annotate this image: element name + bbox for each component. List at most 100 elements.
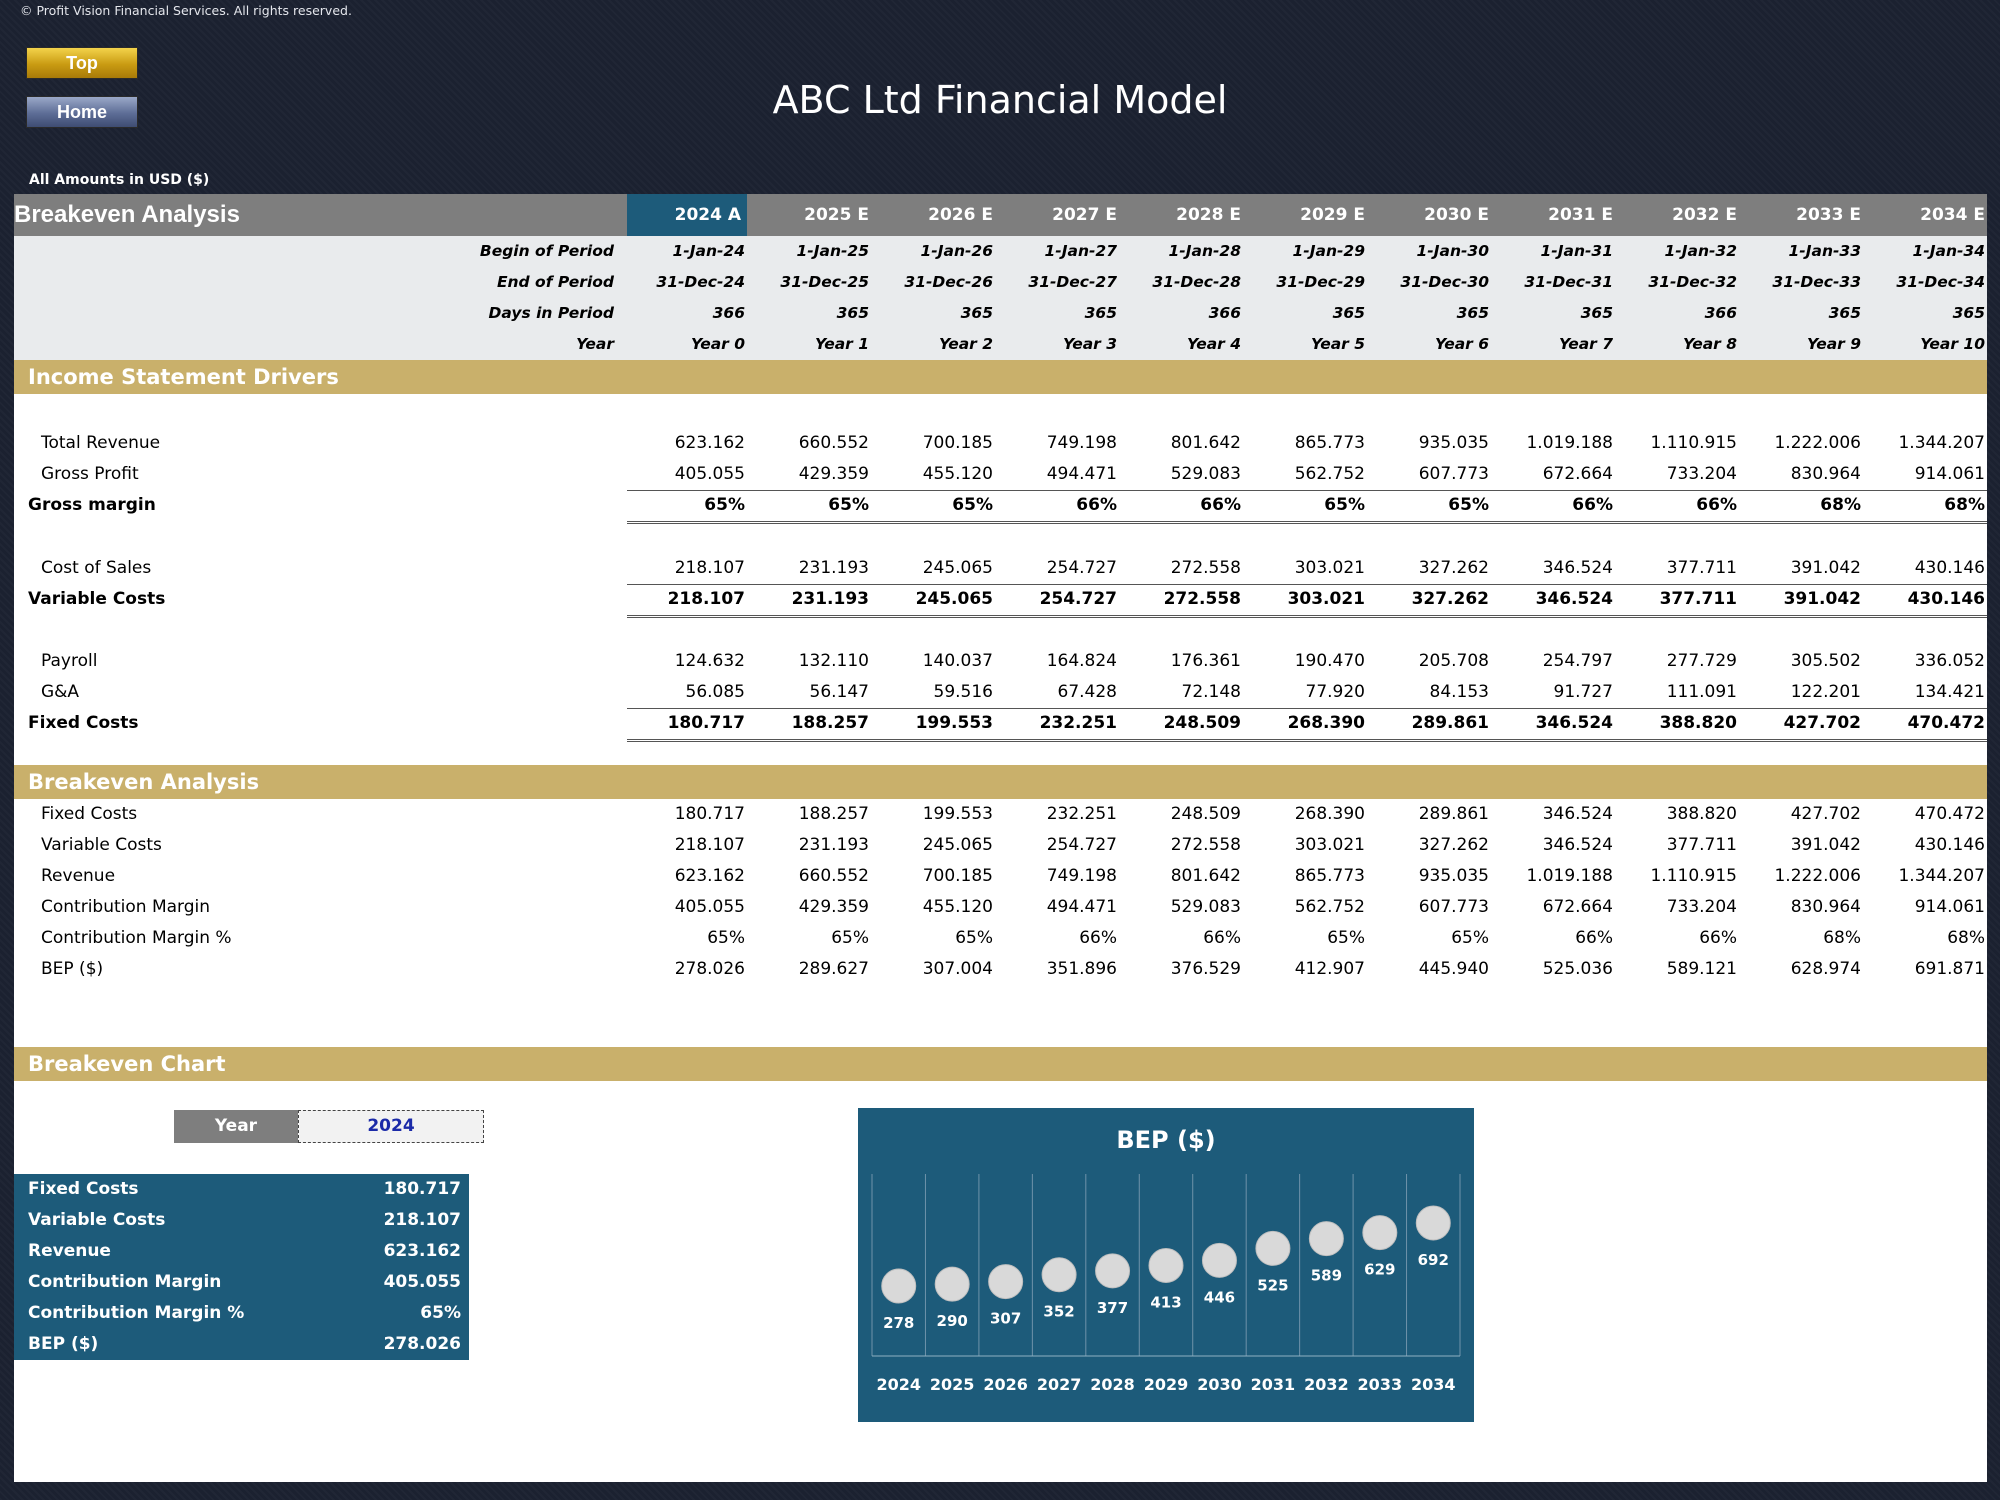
period-value: 1-Jan-26 [920,242,993,260]
income-row-value: 248.509 [1163,713,1241,733]
home-button[interactable]: Home [26,96,138,128]
income-row-value: 205.708 [1418,651,1489,671]
income-row-value: 180.717 [667,713,745,733]
income-row-value: 68% [1820,495,1861,515]
income-row-label: Gross margin [28,495,156,515]
breakeven-row-value: 68% [1823,928,1861,948]
period-value: 31-Dec-24 [656,273,745,291]
breakeven-row-value: 254.727 [1046,835,1117,855]
data-point [1095,1253,1131,1289]
data-point [881,1268,917,1304]
data-label: 377 [1097,1299,1128,1317]
income-row-value: 935.035 [1418,433,1489,453]
breakeven-row-value: 303.021 [1294,835,1365,855]
income-row-value: 346.524 [1535,589,1613,609]
breakeven-row-value: 188.257 [798,804,869,824]
period-value: 1-Jan-32 [1664,242,1737,260]
period-value: 1-Jan-33 [1788,242,1861,260]
breakeven-row-value: 865.773 [1294,866,1365,886]
income-row-value: 388.820 [1659,713,1737,733]
header-year-7: 2031 E [1548,205,1613,225]
summary-label: BEP ($) [28,1334,99,1354]
income-row-value: 914.061 [1914,464,1985,484]
income-row-value: 77.920 [1305,682,1365,702]
income-row-value: 65% [1448,495,1489,515]
period-value: Year 10 [1920,335,1985,353]
breakeven-row-value: 935.035 [1418,866,1489,886]
x-tick-label: 2024 [876,1375,921,1394]
breakeven-row-value: 1.344.207 [1898,866,1985,886]
summary-row: Contribution Margin % 65% [14,1298,469,1329]
period-value: 31-Dec-30 [1400,273,1489,291]
period-value: 31-Dec-34 [1896,273,1985,291]
summary-label: Contribution Margin % [28,1303,245,1323]
breakeven-row-value: 700.185 [922,866,993,886]
breakeven-row-value: 65% [1327,928,1365,948]
breakeven-row-value: 801.642 [1170,866,1241,886]
period-value: 365 [1828,304,1861,322]
period-value: 1-Jan-34 [1912,242,1985,260]
income-row-label: G&A [41,682,80,702]
period-value: 366 [1704,304,1737,322]
income-row-value: 190.470 [1294,651,1365,671]
x-tick-label: 2033 [1358,1375,1403,1394]
income-row-value: 132.110 [798,651,869,671]
period-block: Begin of Period 1-Jan-24 1-Jan-25 1-Jan-26 1… [14,236,1987,360]
period-label: Days in Period [488,304,614,322]
data-label: 525 [1257,1276,1288,1294]
section-title: Income Statement Drivers [28,365,339,389]
x-tick-label: 2030 [1197,1375,1242,1394]
data-point [1362,1215,1398,1251]
period-value: 365 [1580,304,1613,322]
x-tick-label: 2028 [1090,1375,1135,1394]
bep-chart: BEP ($) 278 2024 290 2025 307 2026 352 2027 377 2… [858,1108,1474,1422]
row-rule [627,739,1987,742]
income-row-value: 134.421 [1914,682,1985,702]
data-point [1201,1242,1237,1278]
breakeven-row-value: 376.529 [1170,959,1241,979]
header-year-5: 2029 E [1300,205,1365,225]
bep-chart-plot: 278 2024 290 2025 307 2026 352 2027 377 2028 413 20… [871,1174,1461,1394]
year-selector-input[interactable]: 2024 [298,1110,484,1143]
income-row-value: 391.042 [1783,589,1861,609]
breakeven-row-value: 66% [1699,928,1737,948]
breakeven-row-value: 272.558 [1170,835,1241,855]
header-year-8: 2032 E [1672,205,1737,225]
breakeven-row-value: 248.509 [1170,804,1241,824]
breakeven-row-label: Contribution Margin [41,897,211,917]
income-row-value: 56.147 [809,682,869,702]
header-title: Breakeven Analysis [14,201,240,228]
income-row-value: 405.055 [674,464,745,484]
income-row-value: 245.065 [915,589,993,609]
income-row-value: 164.824 [1046,651,1117,671]
breakeven-row: Revenue 623.162 660.552 700.185 749.198 801.6… [14,861,1987,892]
summary-value: 278.026 [383,1334,461,1354]
period-value: Year 6 [1434,335,1489,353]
data-label: 692 [1418,1251,1449,1269]
breakeven-row-value: 470.472 [1914,804,1985,824]
x-tick-label: 2027 [1037,1375,1082,1394]
income-row-value: 254.797 [1542,651,1613,671]
income-row-value: 470.472 [1907,713,1985,733]
top-button[interactable]: Top [26,47,138,79]
income-row-value: 231.193 [798,558,869,578]
income-row-value: 672.664 [1542,464,1613,484]
breakeven-row-value: 455.120 [922,897,993,917]
period-value: 1-Jan-27 [1044,242,1117,260]
breakeven-row-value: 199.553 [922,804,993,824]
breakeven-row-value: 278.026 [674,959,745,979]
period-value: 31-Dec-32 [1648,273,1737,291]
summary-label: Variable Costs [28,1210,166,1230]
breakeven-row-value: 429.359 [798,897,869,917]
period-value: 31-Dec-29 [1276,273,1365,291]
period-value: 1-Jan-30 [1416,242,1489,260]
breakeven-row-value: 65% [1451,928,1489,948]
year-selector-label: Year [174,1110,298,1143]
income-row-value: 336.052 [1914,651,1985,671]
header-year-4: 2028 E [1176,205,1241,225]
period-value: Year 8 [1682,335,1737,353]
income-row-value: 188.257 [791,713,869,733]
summary-value: 405.055 [383,1272,461,1292]
income-row-value: 607.773 [1418,464,1489,484]
income-row-value: 140.037 [922,651,993,671]
